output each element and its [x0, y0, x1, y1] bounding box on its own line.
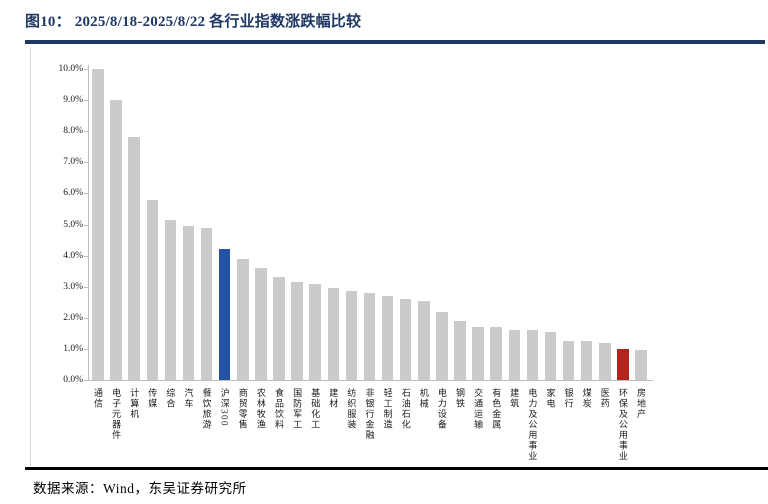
y-axis-tick-mark: [84, 162, 88, 164]
x-axis-category-label: 钢铁: [455, 388, 465, 409]
y-axis-tick-mark: [84, 348, 88, 350]
x-axis-category-label: 医药: [599, 388, 610, 409]
y-axis-tick-label: 1.0%: [63, 343, 83, 354]
y-axis-tick-label: 10.0%: [58, 64, 83, 74]
x-axis-category-label: 电子元器件: [111, 388, 122, 441]
x-axis-category-label: 家电: [545, 388, 556, 409]
x-axis-category-label: 综合: [165, 388, 176, 409]
x-axis-category-label: 建筑: [509, 388, 520, 409]
y-axis-tick-label: 0.0%: [63, 375, 83, 385]
x-axis-category-label: 非银行金融: [364, 388, 375, 441]
bar-计算机: [128, 137, 140, 380]
x-axis-category-label: 计算机: [129, 388, 140, 420]
bar-电力及公用事业: [526, 330, 539, 380]
y-axis-tick-mark: [84, 224, 88, 226]
title-rule: [25, 40, 765, 44]
x-axis-category-label: 房地产: [636, 388, 646, 420]
y-axis-tick-label: 8.0%: [63, 126, 83, 137]
y-axis-line: [88, 65, 89, 381]
x-axis-category-label: 机械: [418, 388, 429, 409]
bar-纺织服装: [345, 291, 358, 380]
x-axis-category-label: 餐饮旅游: [201, 388, 212, 430]
x-axis-category-label: 建材: [328, 388, 339, 409]
y-axis-tick-label: 7.0%: [63, 157, 83, 168]
bar-商贸零售: [237, 258, 249, 380]
bar-煤炭: [580, 341, 593, 380]
y-axis-tick-label: 5.0%: [63, 219, 83, 230]
bar-通信: [92, 69, 104, 380]
bar-电力设备: [436, 311, 448, 380]
x-axis-category-label: 传媒: [147, 388, 158, 409]
bar-医药: [599, 342, 611, 380]
bar-农林牧渔: [255, 268, 267, 380]
bar-电子元器件: [110, 100, 122, 380]
bar-建材: [327, 288, 340, 380]
x-axis-category-label: 电力设备: [436, 388, 447, 430]
x-axis-category-label: 有色金属: [491, 388, 502, 430]
bar-传媒: [146, 199, 159, 380]
x-axis-category-label: 汽车: [183, 388, 194, 409]
x-axis-category-label: 通信: [93, 388, 103, 409]
x-axis-category-label: 食品饮料: [274, 388, 284, 430]
bar-综合: [164, 219, 177, 380]
bar-交通运输: [472, 327, 484, 380]
industry-index-bar-chart: 0.0% 1.0% 2.0% 3.0% 4.0% 5.0% 6.0% 7.0% 8.0% 9.0%…: [0, 47, 768, 467]
bar-轻工制造: [381, 296, 394, 380]
x-axis-category-label: 银行: [563, 388, 574, 409]
y-axis-tick-label: 9.0%: [63, 95, 83, 106]
bar-食品饮料: [273, 277, 285, 380]
bar-国防军工: [291, 282, 303, 380]
y-axis-tick-mark: [84, 131, 88, 133]
x-axis-category-label: 交通运输: [473, 388, 484, 430]
data-source-note: 数据来源：Wind，东吴证券研究所: [33, 481, 247, 496]
y-axis-tick-label: 3.0%: [63, 281, 83, 292]
x-axis-category-label: 基础化工: [310, 388, 321, 430]
bar-非银行金融: [363, 292, 376, 380]
bar-环保及公用事业: [617, 348, 629, 380]
y-axis-tick-label: 6.0%: [63, 188, 83, 199]
bar-家电: [544, 331, 557, 380]
bar-石油石化: [399, 299, 412, 380]
bar-有色金属: [490, 327, 502, 380]
x-axis-line: [88, 380, 653, 381]
bar-基础化工: [309, 283, 321, 380]
bar-汽车: [182, 226, 195, 380]
x-axis-category-label: 纺织服装: [346, 388, 357, 430]
x-axis-category-label: 煤炭: [581, 388, 592, 409]
x-axis-category-label: 商贸零售: [237, 388, 248, 430]
x-axis-category-label: 电力及公用事业: [527, 388, 538, 462]
figure-title: 图10： 2025/8/18-2025/8/22 各行业指数涨跌幅比较: [25, 14, 362, 30]
bar-房地产: [635, 350, 647, 380]
y-axis-tick-mark: [84, 317, 88, 319]
y-axis-tick-mark: [84, 193, 88, 195]
bar-机械: [418, 300, 430, 380]
footer-rule: [25, 467, 768, 470]
y-axis-tick-mark: [84, 286, 88, 288]
bar-沪深300: [218, 249, 231, 380]
x-axis-category-label: 国防军工: [292, 388, 303, 430]
bar-钢铁: [454, 320, 466, 380]
y-axis-tick-mark: [84, 100, 88, 102]
x-axis-category-label: 石油石化: [400, 388, 411, 430]
x-axis-category-label: 农林牧渔: [255, 388, 266, 430]
y-axis-tick-mark: [84, 380, 88, 381]
x-axis-category-label: 轻工制造: [382, 388, 393, 430]
x-axis-category-label: 沪深300: [219, 388, 230, 427]
bar-建筑: [508, 330, 521, 380]
y-axis-tick-mark: [84, 255, 88, 257]
y-axis-tick-mark: [84, 69, 88, 70]
y-axis-tick-label: 4.0%: [63, 250, 83, 261]
y-axis-tick-label: 2.0%: [63, 312, 83, 323]
figure-border: [30, 47, 31, 466]
x-axis-category-label: 环保及公用事业: [617, 388, 628, 462]
bar-餐饮旅游: [200, 227, 213, 380]
bar-银行: [562, 341, 575, 380]
